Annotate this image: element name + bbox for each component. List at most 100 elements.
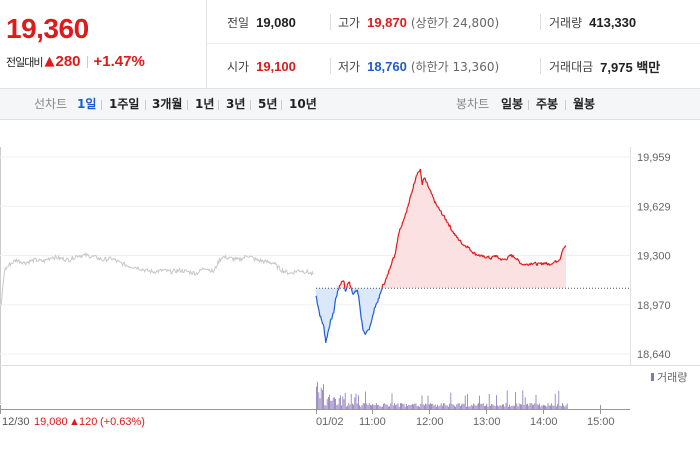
volume-bar [334,397,335,409]
divider [528,100,529,110]
change-value: 280 [55,53,81,70]
volume-bar [320,387,322,409]
volume-bar [442,405,443,409]
volume-bar [318,392,320,409]
volume-bar [487,406,489,409]
volume-legend-label: 거래량 [657,371,687,384]
volume-bar [503,404,504,409]
down-area-fill [316,288,382,343]
y-axis-labels: 19,959 19,629 19,300 18,970 18,640 [637,152,671,361]
volume-bar [394,403,395,409]
volume-bar [370,404,371,409]
divider [330,58,331,74]
volume-bar [509,404,510,409]
y-tick-label: 19,959 [637,152,671,164]
volume-bar [497,405,498,409]
volume-bar [410,404,412,409]
volume-bar [355,393,357,409]
volume-bar [445,405,447,409]
stat-label: 저가 [338,59,361,74]
period-1d[interactable]: 1일 [77,97,97,111]
volume-bar [526,404,527,409]
volume-bar [461,404,462,409]
volume-bar [479,395,480,409]
period-10y[interactable]: 10년 [289,97,317,111]
candle-weekly[interactable]: 주봉 [536,97,559,111]
stat-value: 7,975 백만 [600,59,661,75]
volume-bar [368,403,370,409]
volume-bar [409,405,411,409]
upper-limit: (상한가 24,800) [410,15,500,30]
volume-bar [473,403,474,409]
volume-bar [427,395,429,409]
volume-bar [317,381,318,409]
volume-bar [337,404,339,409]
volume-bar [438,406,440,409]
volume-bar [398,406,400,409]
volume-bar [539,403,540,409]
volume-bar [474,404,476,409]
prev-day-line [0,252,314,306]
volume-bar [329,394,330,409]
x-tick-label: 13:00 [473,416,501,428]
volume-bar [488,394,490,409]
divider [187,100,188,110]
volume-bar [396,404,398,409]
volume-bar [463,403,465,409]
volume-bar [476,404,478,409]
volume-bar [552,405,554,409]
volume-bar [556,406,557,409]
x-tick-label: 15:00 [587,416,615,428]
volume-bar [414,403,416,409]
period-3m[interactable]: 3개월 [152,97,183,111]
volume-bar [380,406,382,409]
volume-bar [560,406,562,409]
volume-bar [376,403,377,409]
volume-bar [436,406,437,409]
volume-bar [515,391,516,409]
quote-header: 19,360 전일대비 ▲ 280 +1.47% 전일 19,080 고가 19… [0,0,700,89]
x-tick-label: 12:00 [416,416,444,428]
stats-row-2: 시가 19,100 저가 18,760 (하한가 13,360) 거래대금 7,… [207,44,700,88]
period-5y[interactable]: 5년 [258,97,278,111]
line-chart-label: 선차트 [34,97,68,111]
volume-bar [551,403,552,409]
volume-bar [425,403,426,409]
volume-bar [511,405,513,409]
volume-bar [397,403,399,409]
volume-bar [490,405,491,409]
volume-bar [462,403,464,409]
stat-value: 19,870 [367,14,407,30]
volume-bar [472,405,473,409]
volume-bar [420,403,422,409]
volume-bar [424,405,425,409]
volume-bar [481,403,483,409]
price-box: 19,360 전일대비 ▲ 280 +1.47% [0,0,207,89]
volume-bar [316,386,317,409]
stat-prev-close: 전일 19,080 [227,0,296,44]
volume-bar [324,405,326,409]
volume-bar [458,403,460,409]
volume-bar [467,393,468,409]
volume-bar [406,404,407,409]
volume-bar [514,405,515,409]
price-chart[interactable]: 19,959 19,629 19,300 18,970 18,640 거래량 01/02… [0,121,700,450]
volume-bar [498,406,500,409]
volume-bar [496,395,497,409]
chart-canvas[interactable]: 19,959 19,629 19,300 18,970 18,640 거래량 01/02… [0,121,700,450]
candle-monthly[interactable]: 월봉 [573,97,596,111]
divider [86,55,88,68]
candle-daily[interactable]: 일봉 [501,97,524,111]
stat-low: 저가 18,760 (하한가 13,360) [338,44,499,88]
volume-bar [547,403,549,409]
y-tick-label: 18,970 [637,300,671,312]
volume-bar [349,404,351,409]
period-1y[interactable]: 1년 [195,97,215,111]
volume-bar [545,405,546,409]
volume-bar [322,389,323,409]
period-3y[interactable]: 3년 [226,97,246,111]
volume-bar [535,394,537,409]
volume-bar [344,392,346,409]
volume-bar [456,404,458,409]
period-1w[interactable]: 1주일 [109,97,140,111]
